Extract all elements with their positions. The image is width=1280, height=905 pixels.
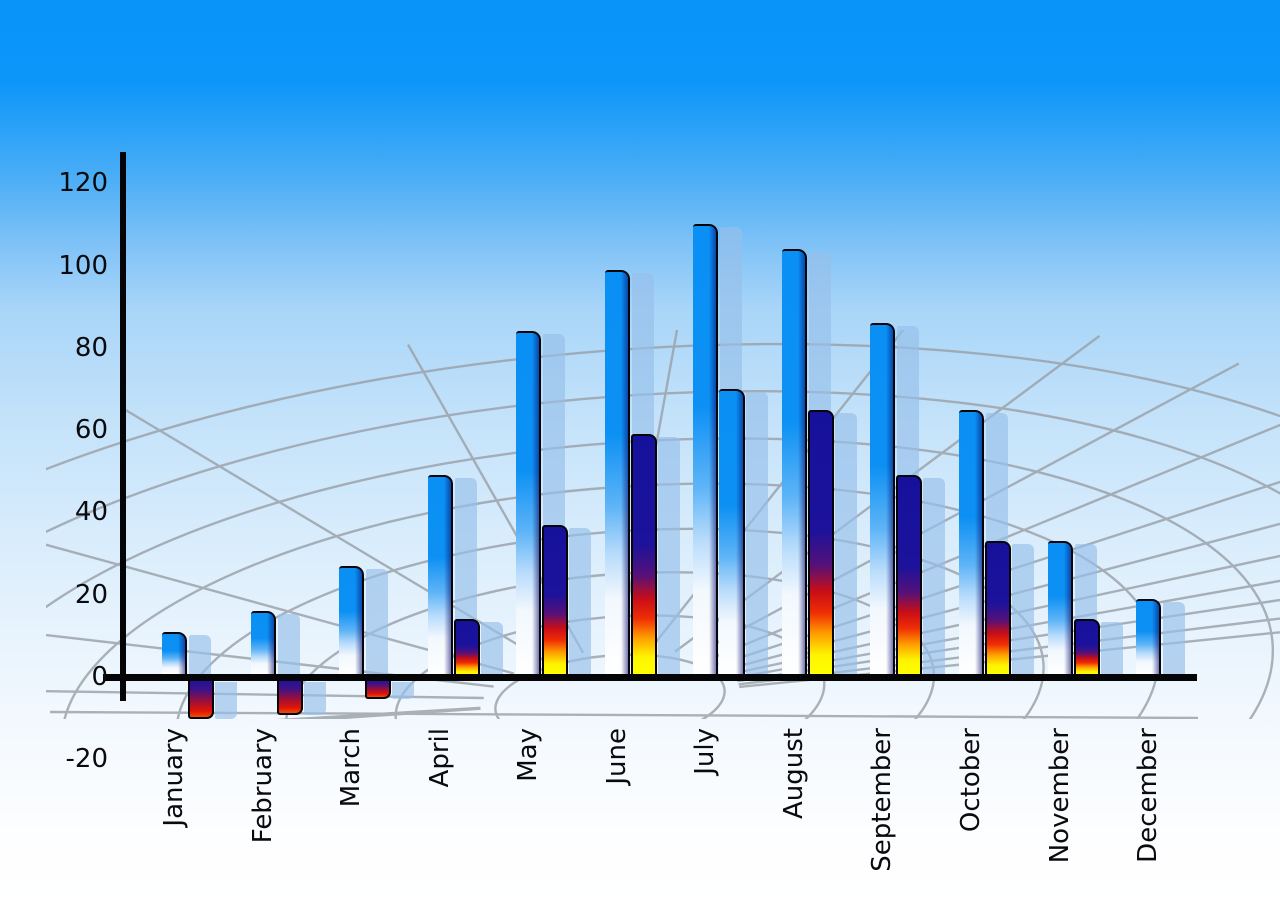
y-tick-label-0: 0 — [91, 662, 108, 692]
bar-august-secondary — [808, 410, 834, 676]
month-label-april: April — [425, 728, 455, 788]
month-label-june: June — [602, 728, 632, 785]
bar-january-primary — [162, 632, 187, 676]
bar-march-secondary — [365, 678, 391, 699]
bar-june-secondary — [631, 434, 657, 676]
bar-february-primary — [251, 611, 276, 676]
bar-july-secondary-echo — [746, 392, 768, 676]
bar-november-secondary-echo — [1101, 622, 1123, 676]
month-label-january: January — [159, 728, 189, 827]
bar-august-primary — [782, 249, 807, 676]
y-tick-label--20: -20 — [65, 744, 108, 774]
bar-april-primary — [428, 475, 453, 676]
month-label-november: November — [1045, 728, 1075, 864]
y-tick-label-60: 60 — [74, 415, 108, 445]
bar-february-secondary-echo — [304, 682, 326, 715]
bar-september-primary — [870, 323, 895, 676]
bar-june-primary — [605, 270, 630, 676]
bar-october-secondary-echo — [1012, 544, 1034, 676]
y-tick-label-40: 40 — [74, 497, 108, 527]
bar-march-primary — [339, 566, 364, 676]
bar-may-secondary — [542, 525, 568, 676]
y-tick-label-120: 120 — [58, 168, 108, 198]
month-label-september: September — [867, 728, 897, 872]
month-label-august: August — [779, 728, 809, 819]
month-label-december: December — [1133, 728, 1163, 863]
bar-december-primary — [1136, 599, 1161, 676]
bar-june-secondary-echo — [658, 437, 680, 676]
month-label-october: October — [956, 728, 986, 833]
bar-november-primary — [1048, 541, 1073, 676]
bar-july-primary — [693, 224, 718, 676]
bar-november-secondary — [1074, 619, 1100, 676]
bar-august-secondary-echo — [835, 413, 857, 676]
month-label-may: May — [513, 728, 543, 782]
bar-january-primary-echo — [189, 635, 211, 676]
bar-january-secondary — [188, 678, 214, 719]
bar-july-secondary — [719, 389, 745, 676]
bar-september-secondary-echo — [923, 478, 945, 676]
bar-october-primary — [959, 410, 984, 676]
bar-october-secondary — [985, 541, 1011, 676]
y-tick-label-100: 100 — [58, 251, 108, 281]
x-axis-zero-line — [103, 674, 1197, 681]
bar-april-secondary-echo — [481, 622, 503, 676]
bar-december-primary-echo — [1163, 602, 1185, 676]
bar-march-primary-echo — [366, 569, 388, 676]
bar-may-secondary-echo — [569, 528, 591, 676]
bar-may-primary — [516, 331, 541, 676]
month-label-march: March — [336, 728, 366, 808]
y-tick-label-80: 80 — [74, 333, 108, 363]
y-axis-line — [120, 152, 126, 701]
y-tick-label-20: 20 — [74, 580, 108, 610]
bar-february-secondary — [277, 678, 303, 715]
bar-february-primary-echo — [278, 614, 300, 676]
bar-january-secondary-echo — [215, 682, 237, 719]
bar-march-secondary-echo — [392, 682, 414, 699]
month-label-july: July — [690, 728, 720, 775]
bar-september-secondary — [896, 475, 922, 676]
bar-april-secondary — [454, 619, 480, 676]
month-label-february: February — [248, 728, 278, 844]
